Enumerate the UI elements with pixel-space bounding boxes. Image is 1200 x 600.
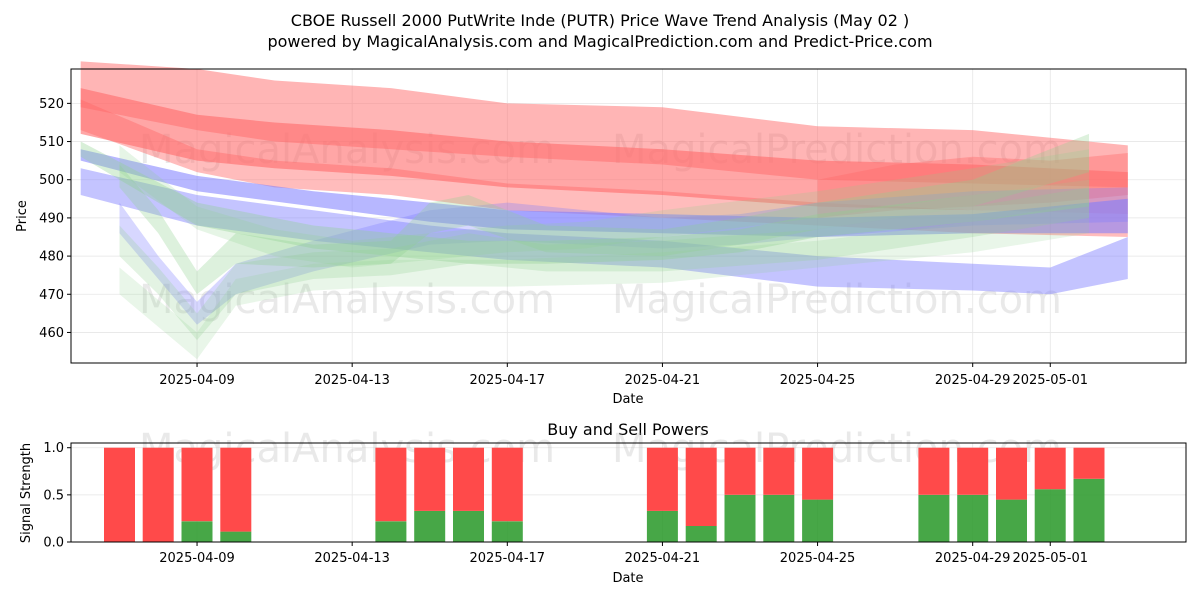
signal-y-tick-label: 0.5 [43, 488, 64, 503]
price-y-tick-label: 490 [39, 211, 64, 226]
signal-x-tick-label: 2025-04-17 [470, 551, 546, 566]
watermark-analysis-mid: MagicalAnalysis.com [139, 277, 555, 323]
sell-bar-2025-04-24 [763, 447, 795, 495]
signal-bars [104, 447, 1105, 542]
price-y-label: Price [15, 200, 30, 232]
buy-bar-2025-04-28 [918, 494, 950, 542]
sell-bar-2025-04-21 [646, 447, 678, 511]
buy-bar-2025-04-09 [181, 521, 213, 542]
price-x-label: Date [612, 392, 643, 407]
price-y-tick-label: 520 [39, 97, 64, 112]
wave-band-red-0 [80, 61, 1128, 188]
price-x-tick-label: 2025-04-09 [159, 373, 235, 388]
buy-bar-2025-04-17 [491, 521, 523, 542]
sell-bar-2025-05-02 [1073, 447, 1105, 479]
sell-bar-2025-04-08 [142, 447, 174, 542]
sell-bar-2025-04-22 [685, 447, 717, 526]
price-x-tick-label: 2025-04-29 [935, 373, 1011, 388]
signal-x-tick-label: 2025-04-13 [314, 551, 390, 566]
wave-band-red-3 [817, 153, 1128, 218]
signal-x-label: Date [612, 571, 643, 586]
signal-x-tick-label: 2025-05-01 [1012, 551, 1088, 566]
price-plot-frame [70, 68, 1187, 364]
buy-bar-2025-04-22 [685, 526, 717, 542]
signal-plot-frame [70, 442, 1187, 543]
wave-band-green-8 [119, 133, 1089, 295]
price-y-tick-label: 500 [39, 173, 64, 188]
wave-band-green-9 [119, 187, 1089, 341]
signal-panel: Buy and Sell Powers MagicalAnalysis.com … [19, 420, 1187, 586]
price-y-ticks: 460 470 480 490 500 510 520 [39, 97, 71, 341]
wave-band-blue-5 [80, 168, 1128, 295]
price-y-tick-label: 460 [39, 326, 64, 341]
signal-x-tick-label: 2025-04-29 [935, 551, 1011, 566]
watermark-prediction-bottom: MagicalPrediction.com [612, 426, 1062, 472]
buy-bar-2025-04-10 [220, 531, 252, 542]
signal-y-tick-label: 0.0 [43, 536, 64, 551]
sell-bar-2025-04-25 [802, 447, 834, 500]
buy-bar-2025-04-16 [453, 510, 484, 542]
wave-band-green-11 [119, 145, 1089, 268]
price-wave-bands [80, 61, 1128, 360]
signal-x-ticks: 2025-04-09 2025-04-13 2025-04-17 2025-04-21… [159, 542, 1088, 566]
wave-band-red-1 [80, 88, 1128, 215]
signal-x-tick-label: 2025-04-25 [780, 551, 856, 566]
signal-x-tick-label: 2025-04-09 [159, 551, 235, 566]
sell-bar-2025-05-01 [1034, 447, 1066, 490]
price-y-tick-label: 510 [39, 135, 64, 150]
price-x-ticks: 2025-04-09 2025-04-13 2025-04-17 2025-04-21… [159, 363, 1088, 388]
buy-bar-2025-04-30 [996, 499, 1027, 542]
sell-bar-2025-04-17 [491, 447, 523, 522]
price-x-tick-label: 2025-04-13 [314, 373, 390, 388]
sell-bar-2025-04-28 [918, 447, 950, 495]
wave-band-blue-6 [119, 187, 1128, 325]
buy-bar-2025-04-24 [763, 494, 795, 542]
sell-bar-2025-04-30 [996, 447, 1027, 500]
buy-bar-2025-04-23 [724, 494, 756, 542]
price-x-tick-label: 2025-04-21 [625, 373, 701, 388]
price-y-tick-label: 480 [39, 250, 64, 265]
buy-bar-2025-04-21 [646, 510, 678, 542]
buy-bar-2025-04-14 [375, 521, 407, 542]
signal-y-ticks: 0.0 0.5 1.0 [43, 441, 71, 551]
buy-bar-2025-04-15 [414, 510, 446, 542]
chart-title: CBOE Russell 2000 PutWrite Inde (PUTR) P… [291, 11, 909, 30]
wave-band-green-10 [119, 202, 1089, 360]
signal-title: Buy and Sell Powers [547, 420, 709, 439]
buy-bar-2025-05-02 [1073, 478, 1105, 542]
buy-bar-2025-04-29 [957, 494, 989, 542]
wave-band-green-7 [80, 141, 1089, 264]
price-y-tick-label: 470 [39, 288, 64, 303]
buy-bar-2025-05-01 [1034, 489, 1066, 542]
sell-bar-2025-04-10 [220, 447, 252, 532]
price-panel: MagicalAnalysis.com MagicalPrediction.co… [15, 61, 1187, 407]
watermark-prediction-mid: MagicalPrediction.com [612, 277, 1062, 323]
signal-y-tick-label: 1.0 [43, 441, 64, 456]
signal-y-label: Signal Strength [19, 443, 34, 543]
sell-bar-2025-04-09 [181, 447, 213, 522]
sell-bar-2025-04-29 [957, 447, 989, 495]
sell-bar-2025-04-14 [375, 447, 407, 522]
buy-bar-2025-04-25 [802, 499, 834, 542]
price-x-tick-label: 2025-04-17 [470, 373, 546, 388]
sell-bar-2025-04-16 [453, 447, 484, 511]
sell-bar-2025-04-15 [414, 447, 446, 511]
sell-bar-2025-04-23 [724, 447, 756, 495]
wave-band-blue-4 [80, 149, 1128, 237]
price-x-tick-label: 2025-04-25 [780, 373, 856, 388]
chart-subtitle: powered by MagicalAnalysis.com and Magic… [267, 32, 932, 51]
price-x-tick-label: 2025-05-01 [1012, 373, 1088, 388]
signal-x-tick-label: 2025-04-21 [625, 551, 701, 566]
sell-bar-2025-04-07 [104, 447, 135, 542]
